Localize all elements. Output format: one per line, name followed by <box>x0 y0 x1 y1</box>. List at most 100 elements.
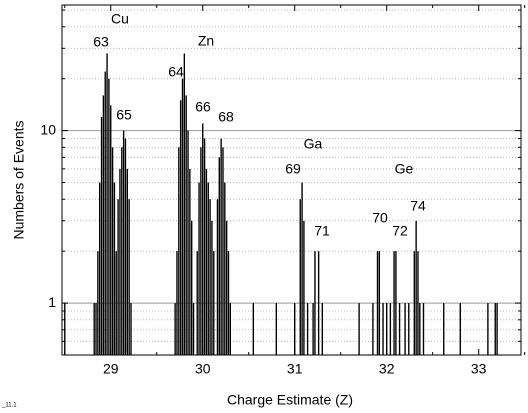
bar <box>459 303 461 355</box>
annotation: 64 <box>168 64 184 80</box>
annotation: 69 <box>285 161 301 177</box>
bar <box>179 100 182 356</box>
bar <box>128 199 130 355</box>
bar <box>395 251 397 355</box>
bar <box>205 168 208 355</box>
bar <box>218 157 220 355</box>
bar <box>220 138 222 355</box>
bar <box>386 303 388 355</box>
bar <box>398 303 401 355</box>
bar <box>99 182 101 355</box>
bar <box>185 95 187 355</box>
bar <box>314 251 316 355</box>
bar <box>294 303 296 355</box>
annotation: Ge <box>395 161 414 177</box>
bar <box>130 303 132 355</box>
bar <box>225 220 228 355</box>
y-tick-label: 1 <box>48 294 56 310</box>
bar <box>372 303 374 355</box>
bar <box>408 303 410 355</box>
annotation: Zn <box>198 33 214 49</box>
x-tick-label: 33 <box>471 361 487 377</box>
x-axis-title: Charge Estimate (Z) <box>227 392 353 408</box>
bar <box>191 220 193 355</box>
x-tick-label: 31 <box>287 361 303 377</box>
bar <box>487 303 489 355</box>
y-axis-title: Numbers of Events <box>11 120 27 239</box>
annotation: 68 <box>218 109 234 125</box>
bar <box>299 199 301 355</box>
annotation: 70 <box>372 210 388 226</box>
bar <box>422 303 425 355</box>
bar <box>209 199 211 355</box>
bar <box>196 251 198 355</box>
x-tick-label: 29 <box>103 361 119 377</box>
bar <box>106 53 108 356</box>
bar <box>64 303 66 355</box>
plot-frame <box>61 4 522 356</box>
bar <box>252 303 255 355</box>
bar <box>211 220 213 355</box>
bar <box>358 303 360 355</box>
bar <box>419 303 421 355</box>
bar <box>117 199 119 355</box>
y-tick-label: 10 <box>40 121 56 137</box>
bar <box>389 303 392 355</box>
bar <box>104 71 106 355</box>
bar <box>181 78 184 355</box>
bar <box>382 303 384 355</box>
bar <box>110 105 112 355</box>
bar <box>496 303 498 355</box>
bar <box>119 168 121 355</box>
bar <box>227 251 230 355</box>
bar <box>176 251 178 355</box>
bar <box>417 251 419 355</box>
annotation: 65 <box>116 107 132 123</box>
bar <box>494 303 496 355</box>
bar <box>222 147 224 355</box>
bar <box>203 138 206 355</box>
bar <box>187 130 189 355</box>
annotation: 66 <box>195 99 211 115</box>
bar <box>122 130 125 355</box>
bar <box>213 251 215 355</box>
bar <box>216 199 219 355</box>
bar <box>224 182 226 355</box>
bar <box>415 220 417 355</box>
bar <box>189 168 191 355</box>
annotation: 74 <box>410 198 426 214</box>
bar <box>202 123 204 355</box>
bar <box>174 303 176 355</box>
bar <box>317 251 320 355</box>
bar <box>198 182 200 355</box>
annotation: 72 <box>392 223 408 239</box>
bar <box>306 303 309 355</box>
bar <box>321 303 324 355</box>
bar <box>200 147 202 355</box>
bar <box>413 251 415 355</box>
bar <box>124 138 127 355</box>
annotation: Ga <box>304 136 323 152</box>
bar <box>93 303 95 355</box>
bar <box>111 147 114 355</box>
annotation: 63 <box>93 34 109 50</box>
bar <box>301 182 303 355</box>
corner-label: _11.1 <box>1 403 17 409</box>
bar <box>126 168 128 355</box>
bar <box>100 116 103 355</box>
bar <box>121 147 123 355</box>
annotation: Cu <box>111 11 129 27</box>
bar <box>275 303 278 355</box>
bar <box>303 220 305 355</box>
bar <box>108 78 110 355</box>
bar <box>183 53 186 356</box>
bar <box>378 251 381 355</box>
annotation: 71 <box>314 223 330 239</box>
x-tick-label: 32 <box>379 361 395 377</box>
bar <box>192 303 195 355</box>
bar <box>404 303 406 355</box>
bar <box>312 303 314 355</box>
bar <box>376 251 379 355</box>
bar <box>102 95 105 355</box>
